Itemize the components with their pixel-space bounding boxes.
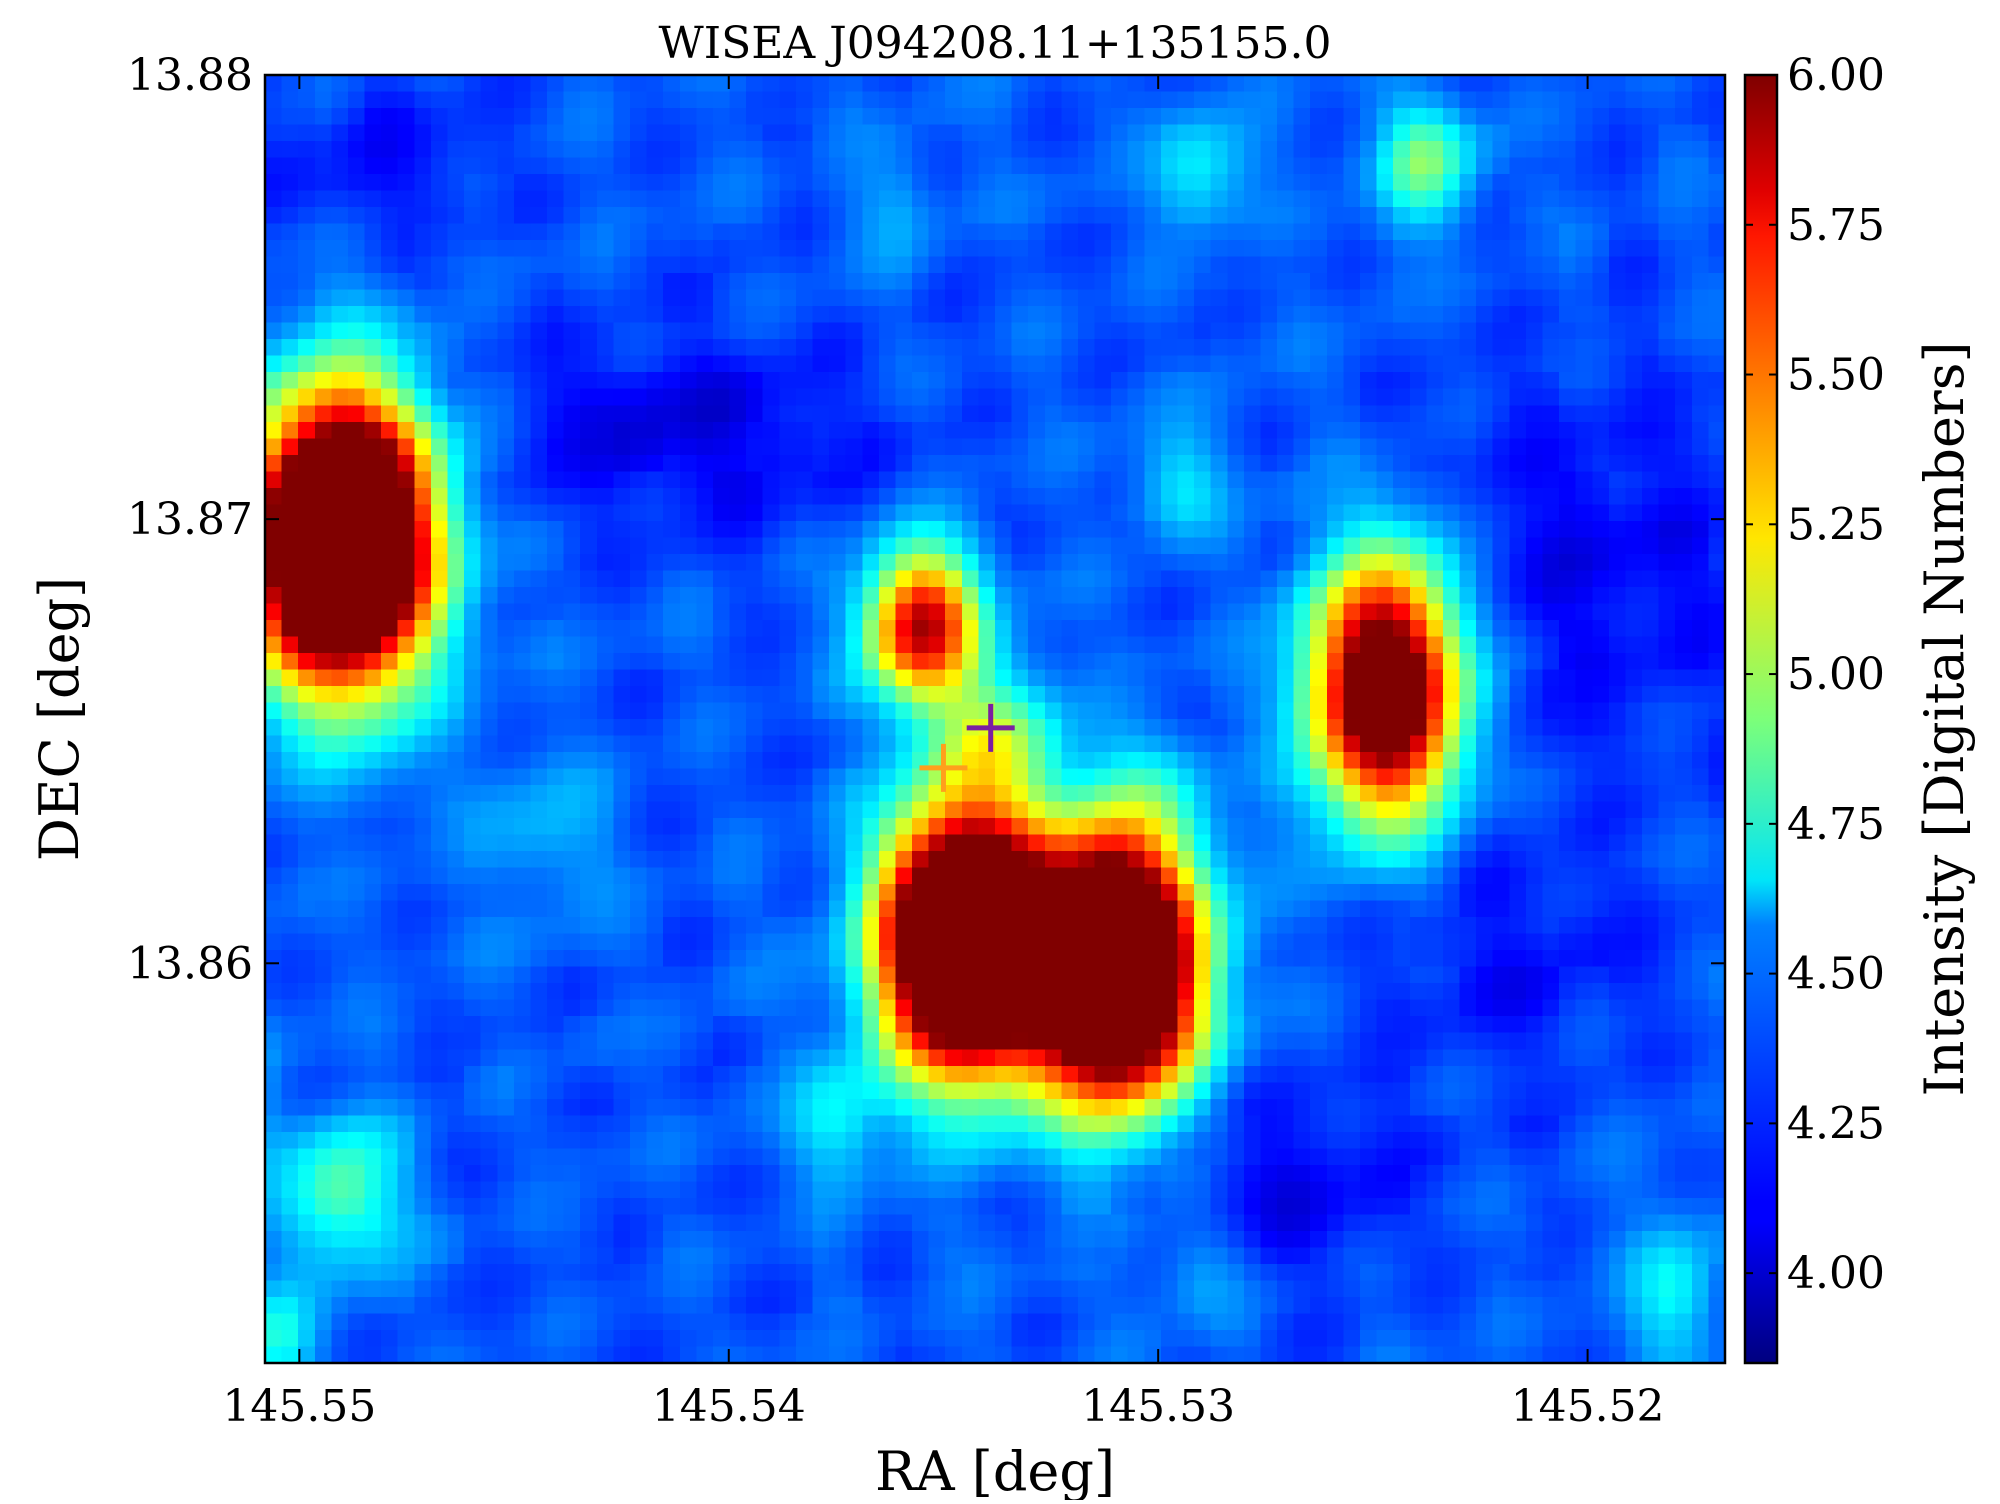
x-tick-label: 145.55 <box>222 1381 376 1432</box>
colorbar-gradient <box>1743 73 1779 1365</box>
marker-plus-1 <box>966 703 1015 752</box>
x-tick-label: 145.53 <box>1081 1381 1235 1432</box>
y-axis-label: DEC [deg] <box>28 577 91 861</box>
x-axis: 145.55 145.54 145.53 145.52 <box>222 75 1665 1432</box>
colorbar-tick-label: 4.25 <box>1787 1098 1885 1149</box>
chart-title: WISEA J094208.11+135155.0 <box>658 18 1331 69</box>
heatmap-image <box>265 75 1725 1363</box>
plot-frame <box>263 73 1727 1365</box>
colorbar-tick-label: 5.25 <box>1787 499 1885 550</box>
colorbar-tick-label: 5.75 <box>1787 200 1885 251</box>
colorbar-tick-label: 6.00 <box>1787 50 1885 101</box>
colorbar: 6.00 5.75 5.50 5.25 5.00 4.75 4.50 4.25 4.00 Int… <box>1743 50 1976 1365</box>
x-tick-label: 145.54 <box>652 1381 806 1432</box>
colorbar-tick-label: 4.50 <box>1787 949 1885 1000</box>
colorbar-ticks: 6.00 5.75 5.50 5.25 5.00 4.75 4.50 4.25 4.00 <box>1745 50 1885 1299</box>
colorbar-tick-label: 4.00 <box>1787 1248 1885 1299</box>
source-markers <box>919 703 1015 792</box>
y-tick-label: 13.86 <box>127 938 253 989</box>
colorbar-tick-label: 5.50 <box>1787 350 1885 401</box>
y-tick-label: 13.88 <box>127 50 253 101</box>
x-tick-label: 145.52 <box>1511 1381 1665 1432</box>
colorbar-tick-label: 5.00 <box>1787 649 1885 700</box>
marker-plus-2 <box>919 743 968 792</box>
colorbar-label: Intensity [Digital Numbers] <box>1913 341 1976 1096</box>
y-axis: 13.88 13.87 13.86 <box>127 50 1725 989</box>
x-axis-label: RA [deg] <box>875 1440 1115 1500</box>
y-tick-label: 13.87 <box>127 494 253 545</box>
colorbar-tick-label: 4.75 <box>1787 799 1885 850</box>
